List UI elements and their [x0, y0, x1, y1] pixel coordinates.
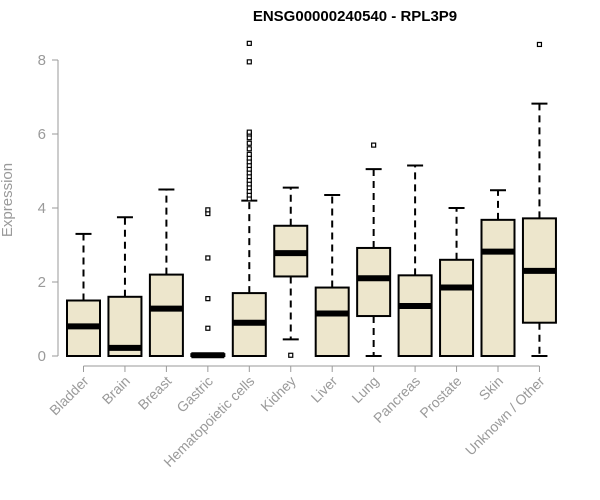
box-breast — [148, 188, 184, 358]
box-unknown-other — [521, 41, 557, 357]
outlier-point — [205, 296, 211, 302]
x-tick-label: Skin — [476, 373, 507, 404]
outlier-point — [371, 142, 377, 148]
x-tick-label: Liver — [308, 373, 341, 406]
box-body — [439, 258, 475, 357]
outlier-point — [205, 325, 211, 331]
box-body — [356, 246, 392, 318]
box-lung — [356, 142, 392, 357]
x-tick-label: Lung — [348, 373, 381, 406]
outlier-point — [246, 140, 252, 146]
chart-title: ENSG00000240540 - RPL3P9 — [253, 8, 457, 25]
box-body — [397, 274, 433, 357]
outlier-point — [205, 207, 211, 213]
outlier-point — [246, 151, 252, 157]
outlier-point — [536, 41, 543, 48]
box-hematopoietic-cells — [231, 40, 267, 358]
x-tick-label: Brain — [99, 373, 133, 407]
outlier-point — [205, 255, 211, 261]
box-brain — [107, 216, 143, 357]
y-tick-label: 8 — [38, 52, 46, 69]
outlier-point — [246, 146, 252, 152]
box-pancreas — [397, 164, 433, 357]
box-body — [314, 286, 350, 357]
y-axis-label: Expression — [0, 163, 16, 237]
outlier-point — [246, 129, 252, 135]
box-bladder — [66, 232, 101, 357]
x-tick-label: Prostate — [416, 373, 464, 421]
box-skin — [480, 189, 516, 357]
box-kidney — [273, 186, 309, 358]
outlier-point — [288, 352, 294, 358]
y-tick-label: 2 — [38, 274, 46, 291]
x-tick-label: Unknown / Other — [462, 373, 548, 459]
box-liver — [314, 194, 350, 357]
box-body — [148, 273, 184, 358]
x-tick-label: Bladder — [46, 373, 92, 419]
box-gastric — [190, 207, 226, 359]
outlier-point — [246, 59, 252, 65]
y-tick-label: 4 — [38, 200, 46, 217]
x-tick-label: Breast — [135, 373, 175, 413]
y-tick-label: 0 — [38, 348, 46, 365]
box-series — [66, 40, 557, 359]
outlier-point — [246, 40, 252, 46]
y-tick-label: 6 — [38, 126, 46, 143]
x-tick-label: Kidney — [257, 373, 299, 415]
box-body — [480, 218, 516, 357]
y-axis: 0 2 4 6 8 — [38, 52, 59, 365]
box-prostate — [439, 207, 475, 357]
